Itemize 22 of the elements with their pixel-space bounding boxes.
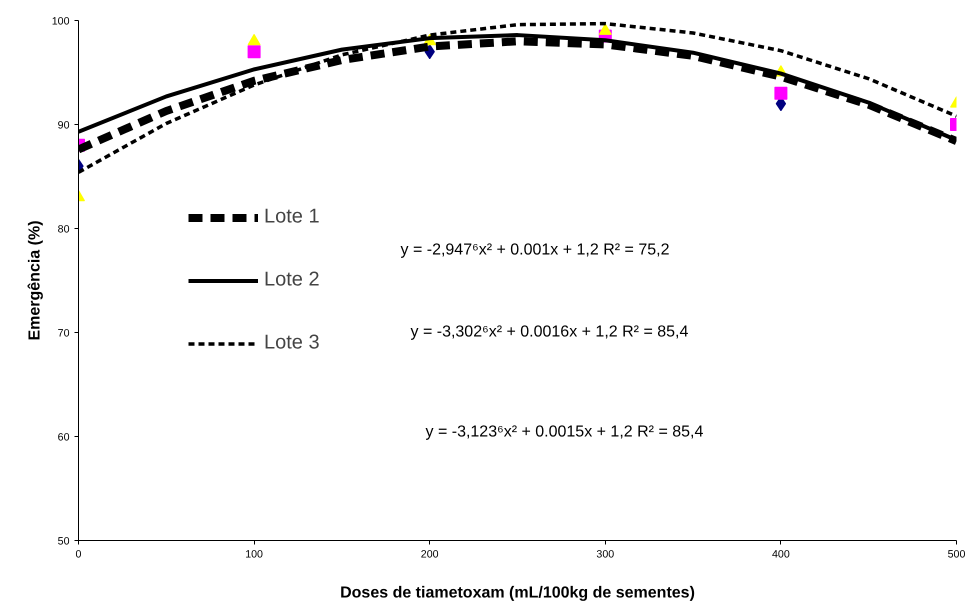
legend-label: Lote 3	[264, 332, 320, 354]
legend-label: Lote 1	[264, 206, 320, 228]
x-tick-label: 500	[948, 548, 966, 560]
y-tick-label: 50	[58, 536, 70, 548]
y-tick-label: 60	[58, 432, 70, 444]
annotation: y = -3,302⁶x² + 0.0016x + 1,2 R² = 85,4	[410, 324, 688, 340]
annotation: y = -2,947⁶x² + 0.001x + 1,2 R² = 75,2	[400, 242, 670, 258]
y-tick-label: 100	[52, 16, 70, 28]
annotation: y = -3,123⁶x² + 0.0015x + 1,2 R² = 85,4	[426, 424, 704, 440]
x-axis-title: Doses de tiametoxam (mL/100kg de sementes)	[340, 584, 695, 602]
legend-label: Lote 2	[264, 268, 320, 292]
point	[598, 23, 612, 35]
point	[774, 86, 788, 100]
x-tick-label: 300	[596, 548, 614, 560]
x-tick-label: 0	[76, 548, 82, 560]
y-axis-title: Emergência (%)	[26, 220, 44, 341]
y-tick-label: 80	[58, 224, 70, 236]
x-tick-label: 100	[245, 548, 264, 560]
y-tick-label: 70	[58, 328, 70, 340]
y-tick-label: 90	[58, 120, 70, 132]
x-tick-label: 200	[420, 548, 439, 560]
x-tick-label: 400	[772, 548, 790, 560]
